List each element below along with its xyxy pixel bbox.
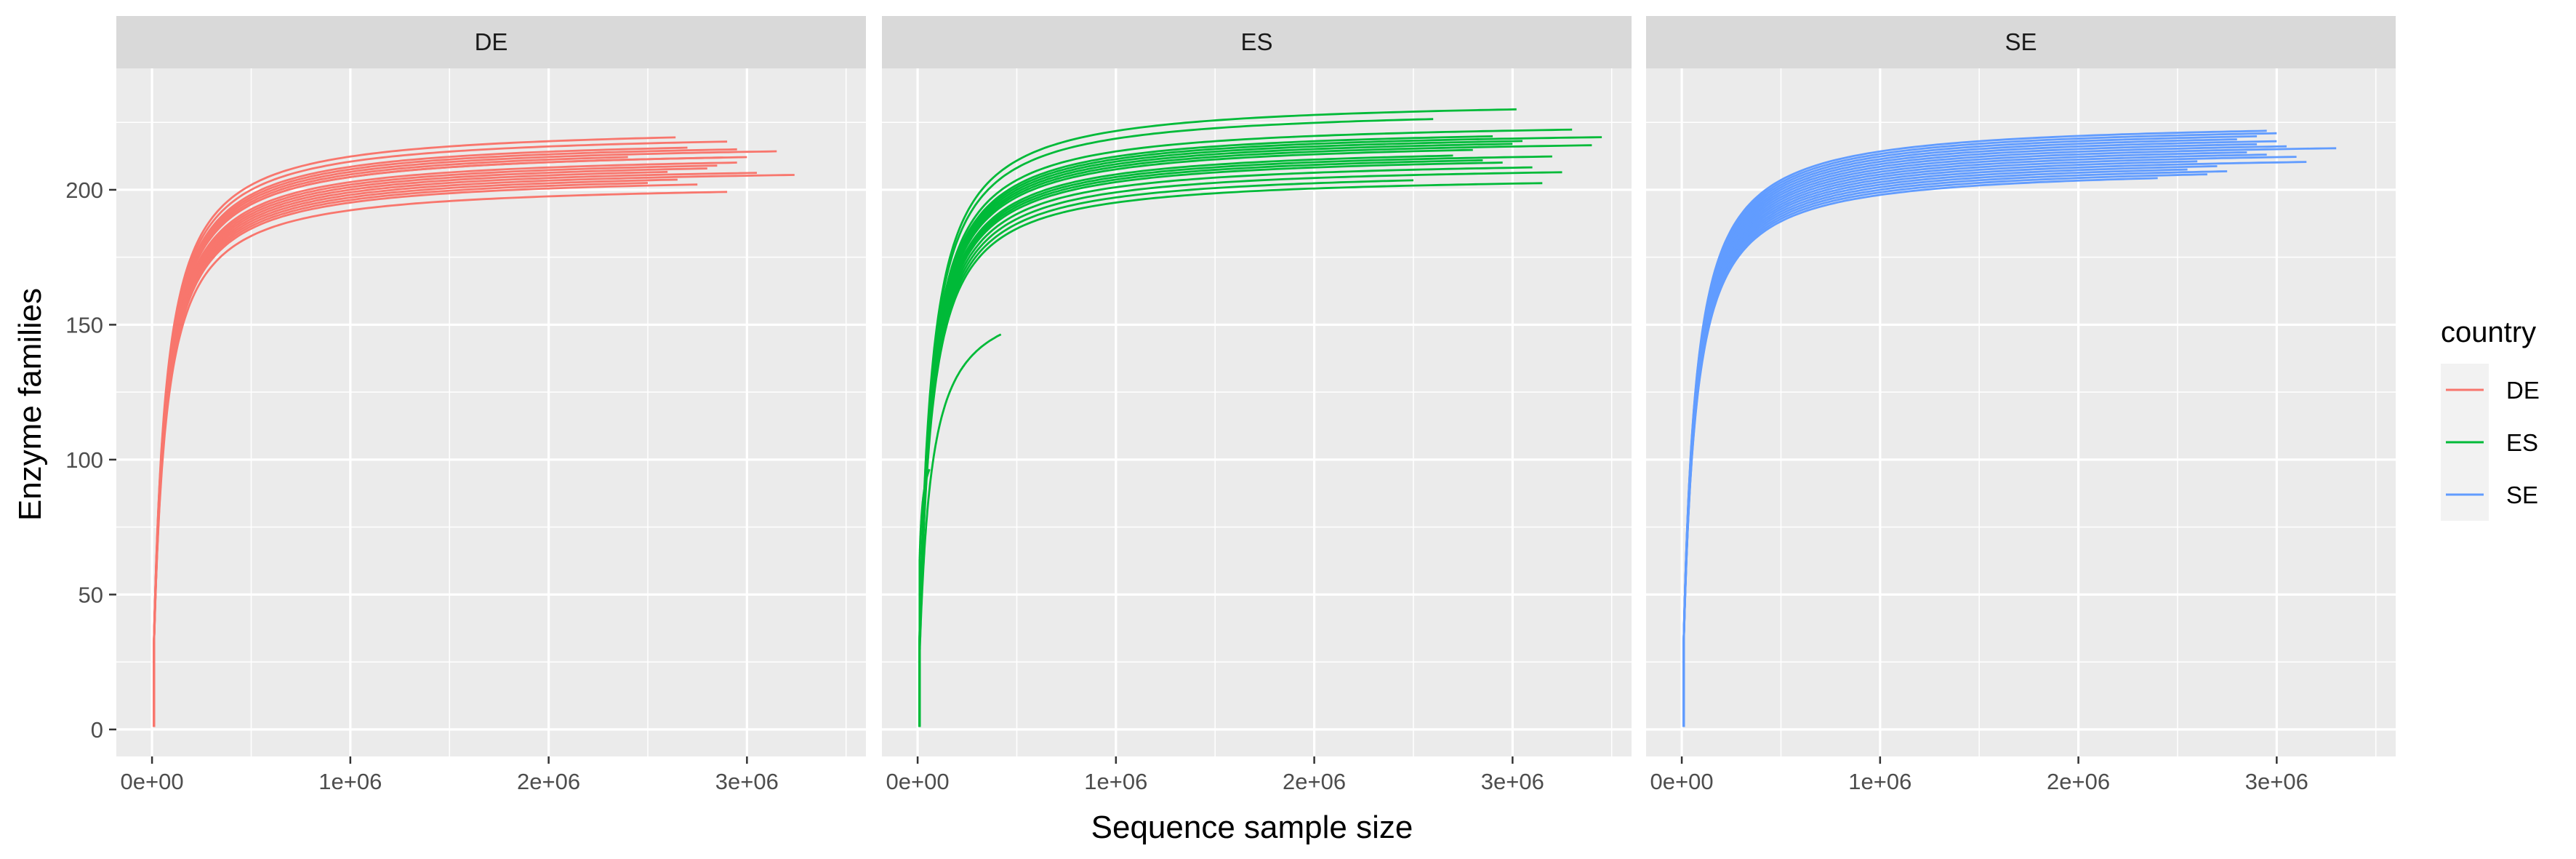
x-axis-title: Sequence sample size: [1091, 810, 1413, 845]
x-tick-label: 3e+06: [1481, 769, 1544, 794]
facet-strip: [1646, 16, 2396, 68]
series-line: [918, 159, 1483, 727]
facet-strip-label: SE: [2005, 28, 2037, 55]
legend-label: SE: [2506, 482, 2538, 508]
x-tick-label: 3e+06: [2245, 769, 2308, 794]
x-tick-label: 0e+00: [1650, 769, 1714, 794]
legend-item-se: SE: [2441, 468, 2538, 521]
panel-background: [882, 68, 1632, 756]
x-tick-label: 2e+06: [2047, 769, 2110, 794]
x-tick-label: 1e+06: [318, 769, 382, 794]
legend-title: country: [2441, 316, 2536, 348]
y-tick-label: 100: [65, 447, 103, 473]
facet-strip: [116, 16, 866, 68]
legend-label: ES: [2506, 429, 2538, 456]
y-tick-label: 200: [65, 177, 103, 203]
panel-se: SE 0e+00 1e+06 2e+06 3e+06: [1646, 16, 2396, 794]
legend-item-de: DE: [2441, 364, 2540, 416]
facet-strip: [882, 16, 1632, 68]
y-tick-label: 150: [65, 312, 103, 337]
y-tick-label: 50: [79, 582, 103, 607]
panels-layer: DE 0e+00 1e+06 2e+06 3e+06 0 50 100 150 200 ES 0e+0…: [65, 16, 2396, 794]
y-axis-title: Enzyme families: [12, 288, 48, 521]
x-tick-label: 2e+06: [517, 769, 580, 794]
x-tick-label: 0e+00: [886, 769, 950, 794]
series-curves: [918, 108, 1602, 727]
x-tick-label: 3e+06: [715, 769, 779, 794]
legend-item-es: ES: [2441, 416, 2538, 468]
x-tick-label: 1e+06: [1848, 769, 1911, 794]
panel-background: [116, 68, 866, 756]
facet-strip-label: ES: [1240, 28, 1272, 55]
legend-label: DE: [2506, 377, 2540, 404]
facet-strip-label: DE: [475, 28, 508, 55]
series-line: [918, 468, 931, 727]
panel-de: DE 0e+00 1e+06 2e+06 3e+06 0 50 100 150 200: [65, 16, 866, 794]
series-curves: [1682, 129, 2337, 727]
y-tick-label: 0: [91, 717, 103, 743]
x-tick-label: 2e+06: [1283, 769, 1346, 794]
series-line: [918, 333, 1002, 727]
series-line: [1682, 173, 2207, 727]
x-tick-label: 0e+00: [121, 769, 184, 794]
series-line: [1682, 143, 2258, 727]
panel-background: [1646, 68, 2396, 756]
legend-keys: DE ES SE: [2441, 364, 2540, 521]
series-line: [153, 148, 737, 727]
legend: country DE ES SE: [2441, 316, 2540, 521]
series-line: [153, 178, 678, 727]
series-curves: [153, 136, 795, 727]
x-tick-label: 1e+06: [1084, 769, 1147, 794]
panel-es: ES 0e+00 1e+06 2e+06 3e+06: [882, 16, 1632, 794]
